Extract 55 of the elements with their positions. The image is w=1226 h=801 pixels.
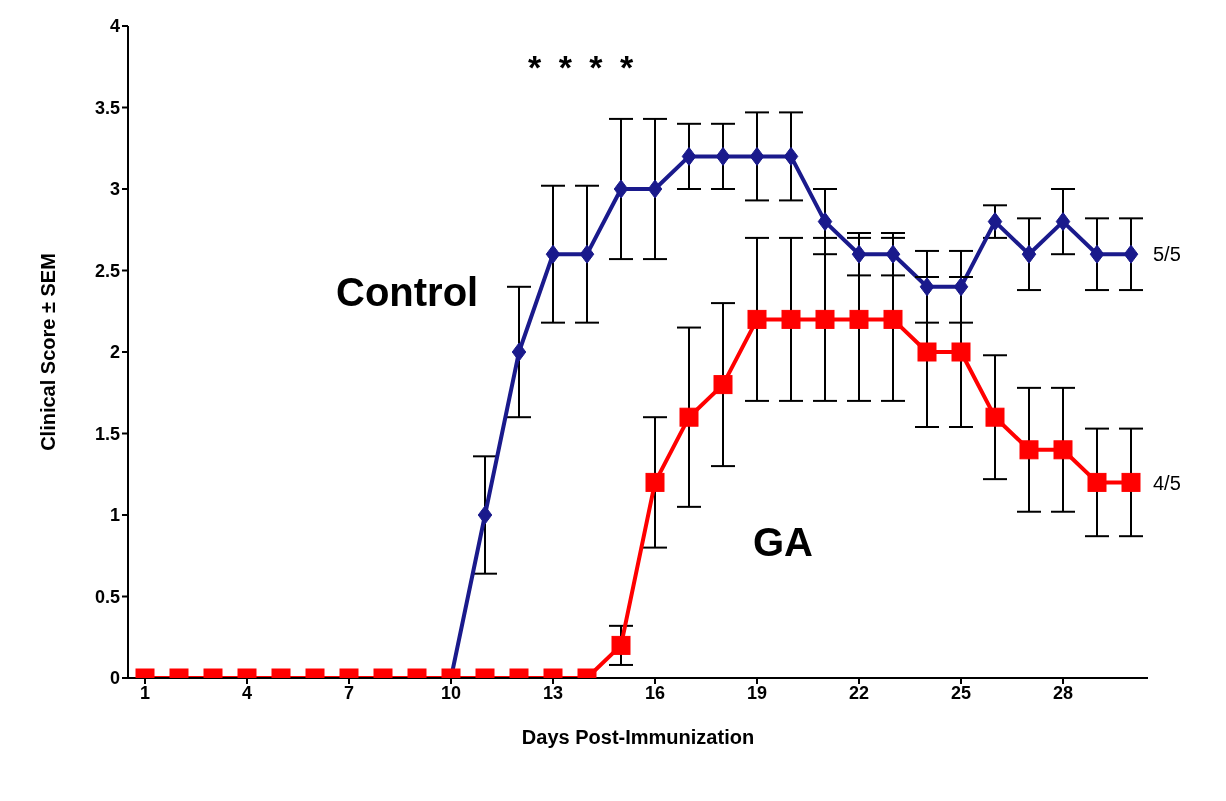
point (815, 309, 835, 329)
point (679, 407, 699, 427)
point (885, 244, 901, 264)
x-tick-label: 13 (542, 682, 564, 703)
point (1123, 244, 1139, 264)
x-tick-label: 22 (848, 682, 870, 703)
annotation: 4/5 (1153, 471, 1181, 494)
x-tick-label: 19 (746, 682, 768, 703)
point (545, 244, 561, 264)
y-tick-label: 3 (109, 179, 120, 200)
x-tick-label: 25 (950, 682, 972, 703)
point (987, 212, 1003, 232)
point (985, 407, 1005, 427)
y-axis-title: Clinical Score ± SEM (37, 253, 60, 451)
point (681, 146, 697, 166)
point (783, 146, 799, 166)
point (713, 375, 733, 395)
point (919, 277, 935, 297)
point (613, 179, 629, 199)
x-tick-label: 1 (139, 682, 151, 703)
y-tick-label: 1.5 (94, 423, 120, 444)
annotation: * * * * (528, 48, 638, 87)
y-tick-label: 0.5 (94, 586, 120, 607)
point (849, 309, 869, 329)
text: GA (753, 520, 813, 565)
point (917, 342, 937, 362)
point (883, 309, 903, 329)
x-tick-label: 28 (1052, 682, 1074, 703)
y-tick-label: 0 (109, 668, 120, 689)
point (1021, 244, 1037, 264)
y-tick-label: 1 (109, 505, 120, 526)
point (951, 342, 971, 362)
annotation: 5/5 (1153, 243, 1181, 266)
x-tick-label: 7 (343, 682, 355, 703)
point (579, 244, 595, 264)
point (953, 277, 969, 297)
x-tick-label: 4 (241, 682, 253, 703)
y-tick-label: 2.5 (94, 260, 120, 281)
point (1089, 244, 1105, 264)
x-tick-label: 16 (644, 682, 666, 703)
point (511, 342, 527, 362)
point (1055, 212, 1071, 232)
point (851, 244, 867, 264)
x-axis-title: Days Post-Immunization (521, 726, 755, 748)
point (817, 212, 833, 232)
point (749, 146, 765, 166)
point (747, 309, 767, 329)
x-tick-label: 10 (440, 682, 462, 703)
point (715, 146, 731, 166)
point (647, 179, 663, 199)
y-tick-label: 2 (109, 342, 120, 363)
y-tick-label: 4 (109, 16, 120, 37)
y-tick-label: 3.5 (94, 97, 120, 118)
series-label: Control (336, 270, 479, 315)
point (781, 309, 801, 329)
